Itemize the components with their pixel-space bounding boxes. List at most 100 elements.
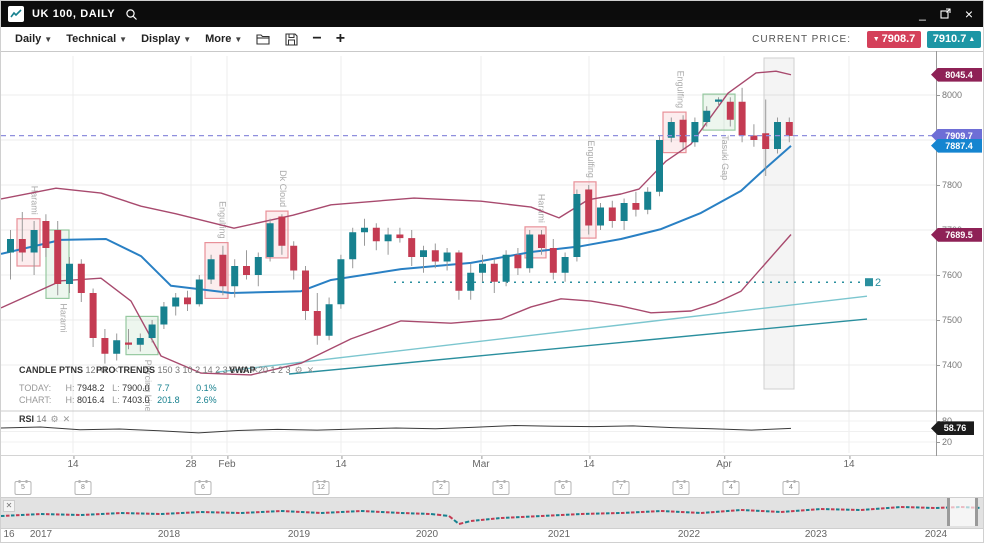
zoom-out-button[interactable]: −	[312, 30, 322, 47]
candle-down[interactable]	[549, 248, 557, 273]
candle-up[interactable]	[656, 140, 663, 192]
candle-down[interactable]	[750, 135, 758, 141]
candle-down[interactable]	[243, 266, 250, 275]
candle-down[interactable]	[125, 342, 132, 345]
close-icon[interactable]: ✕	[306, 365, 315, 375]
calendar-event-icon[interactable]: 4	[782, 480, 800, 495]
candle-up[interactable]	[160, 306, 168, 325]
candle-up[interactable]	[7, 239, 14, 253]
candle-up[interactable]	[66, 263, 73, 284]
candle-up[interactable]	[30, 230, 38, 253]
close-icon[interactable]: ✕	[111, 365, 120, 375]
candle-down[interactable]	[54, 230, 62, 284]
calendar-event-icon[interactable]: 6	[194, 480, 212, 495]
candle-up[interactable]	[254, 257, 262, 275]
close-button[interactable]: ×	[964, 6, 973, 22]
candle-up[interactable]	[361, 227, 368, 233]
candle-up[interactable]	[597, 207, 604, 226]
candle-up[interactable]	[266, 223, 274, 257]
candle-up[interactable]	[195, 279, 203, 305]
vwap-light-line[interactable]	[215, 295, 868, 373]
calendar-event-icon[interactable]: 4	[722, 480, 740, 495]
chart-navigator[interactable]: ✕	[1, 497, 983, 529]
level-line-handle[interactable]	[865, 278, 873, 287]
candle-down[interactable]	[184, 297, 191, 305]
gear-icon[interactable]: ⚙	[239, 365, 248, 375]
candle-up[interactable]	[325, 304, 333, 336]
calendar-event-icon[interactable]: 2	[432, 480, 450, 495]
candle-up[interactable]	[561, 257, 569, 273]
vwap-dark-line[interactable]	[288, 318, 868, 375]
candle-down[interactable]	[278, 216, 286, 246]
popout-icon[interactable]	[940, 7, 951, 21]
candle-up[interactable]	[443, 252, 451, 262]
candle-down[interactable]	[89, 293, 97, 338]
candle-down[interactable]	[42, 221, 50, 248]
price-axis[interactable]: 800079007800770076007500740080208045.479…	[931, 51, 983, 456]
search-icon[interactable]	[125, 8, 138, 21]
candle-down[interactable]	[632, 203, 640, 210]
save-icon[interactable]	[285, 32, 298, 46]
price-chart[interactable]: Harami Harami Piercing Line Engulfing Dk Clo…	[1, 51, 984, 456]
sell-price-badge[interactable]: ▼ 7908.7	[867, 30, 921, 48]
candle-up[interactable]	[526, 234, 534, 269]
candle-up[interactable]	[420, 250, 427, 257]
candle-down[interactable]	[77, 263, 85, 293]
candle-up[interactable]	[479, 263, 486, 273]
calendar-event-icon[interactable]: 7	[612, 480, 630, 495]
candle-down[interactable]	[490, 263, 498, 282]
candle-up[interactable]	[113, 340, 121, 354]
candle-down[interactable]	[313, 311, 321, 336]
candle-up[interactable]	[207, 259, 215, 280]
candle-up[interactable]	[573, 194, 581, 257]
candle-down[interactable]	[18, 239, 26, 253]
close-icon[interactable]: ✕	[62, 414, 71, 424]
candle-up[interactable]	[502, 254, 510, 282]
candle-down[interactable]	[585, 189, 593, 226]
candle-up[interactable]	[715, 99, 722, 102]
candle-down[interactable]	[726, 101, 734, 120]
candle-down[interactable]	[101, 338, 109, 354]
menu-daily[interactable]: Daily ▼	[15, 33, 53, 45]
calendar-event-icon[interactable]: 3	[672, 480, 690, 495]
menu-technical[interactable]: Technical ▼	[66, 33, 128, 45]
minimize-button[interactable]: _	[919, 7, 926, 21]
candle-down[interactable]	[514, 254, 522, 269]
candle-down[interactable]	[738, 101, 746, 136]
close-icon[interactable]: ✕	[251, 365, 259, 375]
candle-up[interactable]	[172, 297, 180, 307]
open-folder-icon[interactable]	[256, 33, 271, 45]
zoom-in-button[interactable]: +	[335, 30, 346, 47]
calendar-event-icon[interactable]: 6	[554, 480, 572, 495]
indicator-vwap[interactable]: VWAP 20 1 2 3 ⚙ ✕	[229, 365, 315, 375]
calendar-event-icon[interactable]: 5	[14, 480, 32, 495]
menu-display[interactable]: Display ▼	[141, 33, 192, 45]
navigator-window[interactable]	[947, 498, 978, 526]
candle-down[interactable]	[219, 254, 227, 287]
buy-price-badge[interactable]: 7910.7 ▲	[927, 30, 981, 48]
candle-down[interactable]	[396, 234, 404, 239]
time-axis[interactable]: 14 28 Feb 14 Mar 14 Apr 14	[1, 456, 936, 474]
candle-down[interactable]	[608, 207, 616, 222]
gear-icon[interactable]: ⚙	[99, 365, 108, 375]
indicator-candle-patterns[interactable]: CANDLE PTNS 12 ⚙ ✕	[19, 365, 120, 375]
candle-down[interactable]	[538, 234, 545, 249]
candle-down[interactable]	[679, 119, 687, 143]
candle-down[interactable]	[372, 227, 380, 242]
candle-up[interactable]	[691, 122, 699, 143]
candle-down[interactable]	[431, 250, 439, 262]
navigator-close-icon[interactable]: ✕	[3, 500, 15, 512]
calendar-event-icon[interactable]: 3	[492, 480, 510, 495]
candle-up[interactable]	[148, 324, 156, 339]
candle-down[interactable]	[408, 238, 416, 257]
candle-up[interactable]	[349, 232, 357, 260]
candle-up[interactable]	[644, 191, 652, 210]
candle-down[interactable]	[290, 245, 298, 271]
candle-up[interactable]	[667, 122, 675, 138]
candle-up[interactable]	[337, 259, 345, 305]
candle-down[interactable]	[302, 270, 309, 312]
menu-more[interactable]: More ▼	[205, 33, 243, 45]
candle-up[interactable]	[231, 266, 239, 287]
candle-up[interactable]	[620, 203, 628, 221]
candle-down[interactable]	[455, 252, 463, 291]
